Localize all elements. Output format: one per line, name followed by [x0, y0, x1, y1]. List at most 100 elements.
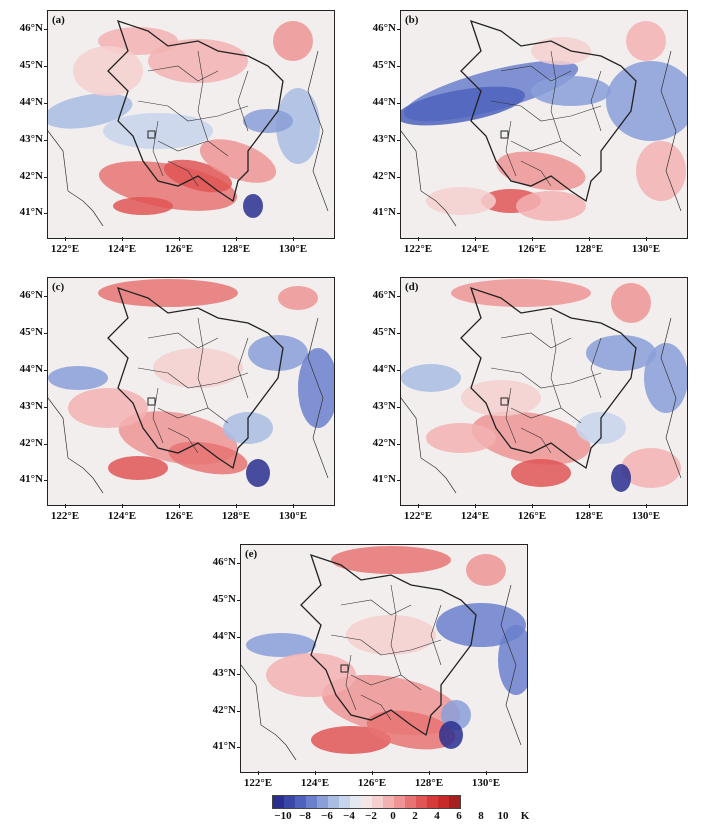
lat-tick: [397, 370, 401, 371]
anomaly-blob: [426, 187, 496, 215]
lat-label: 44°N: [372, 363, 396, 375]
anomaly-blob: [276, 88, 320, 164]
lat-label: 45°N: [212, 593, 236, 605]
lat-label: 43°N: [372, 133, 396, 145]
lat-label: 42°N: [372, 170, 396, 182]
county-border: [330, 634, 442, 656]
colorbar: [272, 795, 461, 809]
lat-label: 42°N: [212, 704, 236, 716]
county-border: [510, 407, 582, 424]
anomaly-blob: [626, 21, 666, 61]
county-border: [345, 654, 357, 711]
anomaly-blob: [606, 61, 687, 141]
anomaly-blob: [103, 113, 213, 149]
county-border: [490, 367, 602, 389]
coastline: [401, 130, 457, 227]
lat-tick: [44, 407, 48, 408]
county-border: [500, 65, 572, 82]
anomaly-blob: [611, 464, 631, 492]
lat-tick: [44, 333, 48, 334]
lon-label: 128°E: [574, 243, 604, 255]
lon-label: 126°E: [517, 510, 547, 522]
colorbar-tick-label: −6: [321, 810, 333, 822]
lat-tick: [397, 407, 401, 408]
county-border: [197, 317, 209, 409]
anomaly-blob: [248, 335, 308, 371]
lon-tick: [122, 237, 123, 241]
lon-tick: [418, 504, 419, 508]
lat-tick: [44, 177, 48, 178]
colorbar-swatch: [416, 796, 427, 808]
anomaly-blob: [531, 37, 591, 65]
anomaly-blob: [278, 286, 318, 310]
colorbar-swatch: [339, 796, 350, 808]
county-border: [340, 599, 412, 616]
county-border: [490, 100, 602, 122]
colorbar-swatch: [273, 796, 284, 808]
lat-label: 42°N: [19, 170, 43, 182]
lat-label: 43°N: [372, 400, 396, 412]
lat-tick: [44, 103, 48, 104]
anomaly-blob: [246, 459, 270, 487]
lat-tick: [44, 66, 48, 67]
lat-label: 43°N: [19, 400, 43, 412]
lat-label: 42°N: [19, 437, 43, 449]
anomaly-blob: [243, 109, 293, 133]
lon-label: 122°E: [50, 510, 80, 522]
anomaly-blob: [636, 141, 686, 201]
study-site-marker: [340, 664, 349, 673]
lat-tick: [237, 674, 241, 675]
coastline: [660, 50, 682, 212]
lat-tick: [397, 213, 401, 214]
lat-label: 44°N: [372, 96, 396, 108]
lon-tick: [589, 237, 590, 241]
lat-tick: [397, 103, 401, 104]
lon-label: 122°E: [403, 510, 433, 522]
county-border: [197, 50, 209, 142]
anomaly-blob: [511, 459, 571, 487]
colorbar-swatch: [350, 796, 361, 808]
lon-tick: [258, 771, 259, 775]
anomaly-blob: [98, 279, 238, 307]
lat-tick: [44, 296, 48, 297]
county-border: [350, 674, 422, 691]
map-panel-b: (b): [400, 10, 688, 239]
lat-label: 41°N: [372, 206, 396, 218]
county-border: [590, 337, 602, 399]
county-border: [520, 427, 552, 454]
lat-label: 43°N: [19, 133, 43, 145]
map-field-a: [48, 11, 334, 238]
lon-label: 122°E: [403, 243, 433, 255]
county-border: [167, 160, 199, 187]
colorbar-tick-label: 6: [456, 810, 462, 822]
anomaly-blob: [451, 279, 591, 307]
anomaly-blob: [243, 194, 263, 218]
county-border: [505, 120, 517, 177]
county-border: [157, 140, 229, 157]
anomaly-blob: [246, 633, 316, 657]
colorbar-unit: K: [520, 810, 530, 822]
map-field-b: [401, 11, 687, 238]
study-site-marker: [147, 130, 156, 139]
anomaly-blob: [266, 653, 356, 697]
panel-label-a: (a): [52, 14, 65, 26]
county-border: [360, 694, 392, 721]
anomaly-blob: [331, 546, 451, 574]
anomaly-blob: [426, 423, 496, 453]
lon-label: 126°E: [164, 243, 194, 255]
colorbar-tick-label: −8: [299, 810, 311, 822]
anomaly-blob: [153, 348, 243, 388]
lat-label: 46°N: [19, 289, 43, 301]
lon-label: 124°E: [107, 510, 137, 522]
map-field-e: [241, 545, 527, 772]
county-border: [137, 367, 249, 389]
lat-tick: [44, 370, 48, 371]
colorbar-tick-label: 10: [497, 810, 509, 822]
county-border: [590, 70, 602, 132]
panel-label-c: (c): [52, 281, 65, 293]
lon-label: 128°E: [414, 777, 444, 789]
colorbar-swatch: [427, 796, 438, 808]
lon-tick: [179, 237, 180, 241]
county-border: [390, 584, 402, 676]
lat-tick: [44, 29, 48, 30]
